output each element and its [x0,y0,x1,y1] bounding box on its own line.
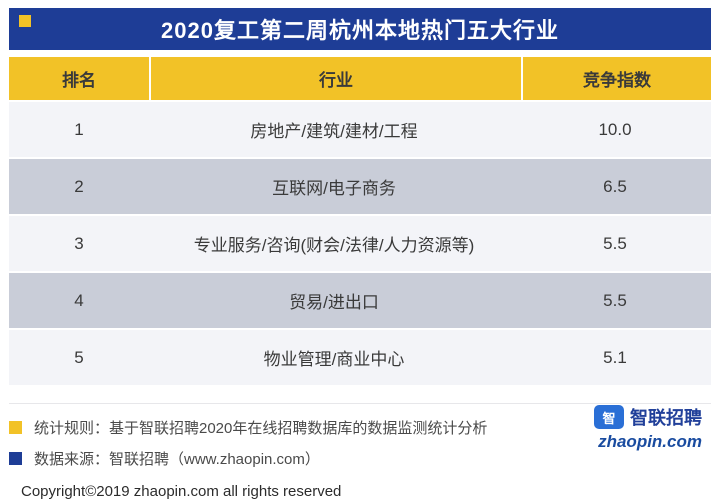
header-industry: 行业 [151,57,521,100]
note-statistics: 统计规则：基于智联招聘2020年在线招聘数据库的数据监测统计分析 [9,417,711,438]
table-row: 4 贸易/进出口 5.5 [9,273,711,328]
note-statistics-text: 统计规则：基于智联招聘2020年在线招聘数据库的数据监测统计分析 [34,420,488,437]
rank-cell: 2 [9,159,149,214]
index-cell: 5.5 [519,273,711,328]
table-body: 1 房地产/建筑/建材/工程 10.0 2 互联网/电子商务 6.5 3 专业服… [9,102,711,385]
index-cell: 5.1 [519,330,711,385]
zhaopin-bubble-icon: 智 [594,405,624,429]
rank-cell: 3 [9,216,149,271]
industry-cell: 物业管理/商业中心 [149,330,519,385]
header-index: 竞争指数 [523,57,711,100]
yellow-square-icon [9,421,22,434]
industry-cell: 贸易/进出口 [149,273,519,328]
index-cell: 6.5 [519,159,711,214]
index-cell: 10.0 [519,102,711,157]
banner-accent-square-icon [19,15,31,27]
table-row: 1 房地产/建筑/建材/工程 10.0 [9,102,711,157]
table-header: 排名 行业 竞争指数 [9,57,711,100]
index-cell: 5.5 [519,216,711,271]
zhaopin-logo-site: zhaopin.com [598,432,702,451]
title-banner: 2020复工第二周杭州本地热门五大行业 [9,8,711,50]
note-source: 数据来源：智联招聘（www.zhaopin.com） [9,448,711,469]
rank-cell: 4 [9,273,149,328]
zhaopin-logo-name: 智联招聘 [630,408,702,428]
blue-square-icon [9,452,22,465]
footer-notes: 统计规则：基于智联招聘2020年在线招聘数据库的数据监测统计分析 数据来源：智联… [9,403,711,469]
table-row: 2 互联网/电子商务 6.5 [9,159,711,214]
zhaopin-logo: 智 智联招聘 zhaopin.com [594,404,702,452]
header-rank: 排名 [9,57,149,100]
industry-cell: 互联网/电子商务 [149,159,519,214]
table-row: 3 专业服务/咨询(财会/法律/人力资源等) 5.5 [9,216,711,271]
copyright-text: Copyright©2019 zhaopin.com all rights re… [21,483,342,500]
industry-cell: 专业服务/咨询(财会/法律/人力资源等) [149,216,519,271]
rank-cell: 1 [9,102,149,157]
note-source-text: 数据来源：智联招聘（www.zhaopin.com） [34,451,320,468]
industry-table: 排名 行业 竞争指数 1 房地产/建筑/建材/工程 10.0 2 互联网/电子商… [9,57,711,385]
page-title: 2020复工第二周杭州本地热门五大行业 [161,18,559,43]
industry-cell: 房地产/建筑/建材/工程 [149,102,519,157]
table-row: 5 物业管理/商业中心 5.1 [9,330,711,385]
rank-cell: 5 [9,330,149,385]
